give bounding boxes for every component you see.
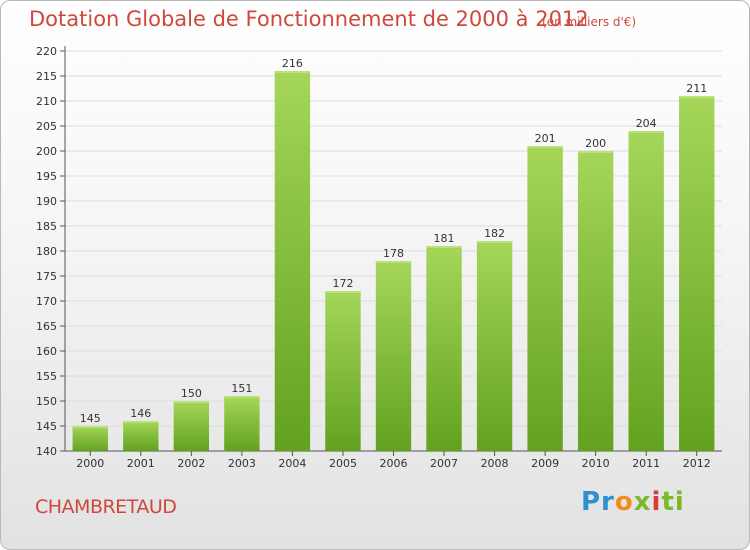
y-tick-label: 175 xyxy=(36,270,57,283)
bars xyxy=(72,71,715,451)
bar-top-edge xyxy=(476,241,513,243)
logo-part-4: i xyxy=(651,487,662,517)
bar-top-edge xyxy=(274,71,311,73)
bar-2001 xyxy=(123,421,159,451)
chart-title: Dotation Globale de Fonctionnement de 20… xyxy=(29,7,589,31)
bar-value-label: 150 xyxy=(181,387,202,400)
y-tick-label: 215 xyxy=(36,70,57,83)
y-tick-label: 195 xyxy=(36,170,57,183)
proxiti-logo: Proxiti xyxy=(581,487,685,517)
logo-part-2: o xyxy=(614,487,634,517)
x-tick-label: 2001 xyxy=(127,457,155,470)
bar-2002 xyxy=(173,401,210,451)
bar-top-edge xyxy=(123,421,159,423)
bar-2010 xyxy=(577,151,614,451)
x-tick-label: 2002 xyxy=(177,457,205,470)
x-tick-label: 2006 xyxy=(380,457,408,470)
y-tick-label: 155 xyxy=(36,370,57,383)
y-tick-label: 170 xyxy=(36,295,57,308)
y-tick-label: 190 xyxy=(36,195,57,208)
x-tick-label: 2012 xyxy=(683,457,711,470)
x-tick-label: 2004 xyxy=(278,457,306,470)
chart-subtitle: (en milliers d'€) xyxy=(542,15,637,29)
bar-value-label: 146 xyxy=(130,407,151,420)
bar-value-label: 181 xyxy=(434,232,455,245)
x-tick-label: 2005 xyxy=(329,457,357,470)
x-tick-label: 2009 xyxy=(531,457,559,470)
bar-top-edge xyxy=(527,146,563,148)
bar-top-edge xyxy=(224,396,260,398)
bar-value-label: 211 xyxy=(686,82,707,95)
bar-2000 xyxy=(72,426,108,451)
y-tick-label: 150 xyxy=(36,395,57,408)
bar-top-edge xyxy=(679,96,715,98)
x-tick-label: 2010 xyxy=(582,457,610,470)
bar-2011 xyxy=(628,131,664,451)
bar-2007 xyxy=(426,246,462,451)
y-tick-label: 165 xyxy=(36,320,57,333)
bar-2012 xyxy=(679,96,715,451)
bar-2006 xyxy=(375,261,412,451)
bar-value-label: 182 xyxy=(484,227,505,240)
bar-top-edge xyxy=(375,261,412,263)
x-tick-label: 2008 xyxy=(481,457,509,470)
logo-part-1: Pr xyxy=(581,487,615,517)
x-tick-label: 2003 xyxy=(228,457,256,470)
bar-value-label: 151 xyxy=(231,382,252,395)
bar-top-edge xyxy=(325,291,361,293)
bar-top-edge xyxy=(628,131,664,133)
bar-2003 xyxy=(224,396,260,451)
bar-value-label: 204 xyxy=(636,117,657,130)
bar-value-label: 200 xyxy=(585,137,606,150)
labels: 1401451501551601651701751801851901952002… xyxy=(36,45,711,470)
commune-name: CHAMBRETAUD xyxy=(35,496,177,518)
logo-part-5: ti xyxy=(661,487,685,517)
y-tick-label: 185 xyxy=(36,220,57,233)
y-tick-label: 145 xyxy=(36,420,57,433)
bar-2004 xyxy=(274,71,311,451)
x-tick-label: 2007 xyxy=(430,457,458,470)
bar-top-edge xyxy=(173,401,210,403)
bar-value-label: 172 xyxy=(332,277,353,290)
bar-value-label: 201 xyxy=(535,132,556,145)
bar-value-label: 145 xyxy=(80,412,101,425)
bar-top-edge xyxy=(577,151,614,153)
x-tick-label: 2000 xyxy=(76,457,104,470)
bar-top-edge xyxy=(72,426,108,428)
logo-part-3: x xyxy=(633,487,652,517)
bar-value-label: 216 xyxy=(282,57,303,70)
y-tick-label: 160 xyxy=(36,345,57,358)
bar-2008 xyxy=(476,241,513,451)
x-tick-label: 2011 xyxy=(632,457,660,470)
bar-2009 xyxy=(527,146,563,451)
y-tick-label: 200 xyxy=(36,145,57,158)
y-tick-label: 180 xyxy=(36,245,57,258)
y-tick-label: 220 xyxy=(36,45,57,58)
bar-top-edge xyxy=(426,246,462,248)
bar-2005 xyxy=(325,291,361,451)
bar-value-label: 178 xyxy=(383,247,404,260)
y-tick-label: 210 xyxy=(36,95,57,108)
y-tick-label: 140 xyxy=(36,445,57,458)
y-tick-label: 205 xyxy=(36,120,57,133)
